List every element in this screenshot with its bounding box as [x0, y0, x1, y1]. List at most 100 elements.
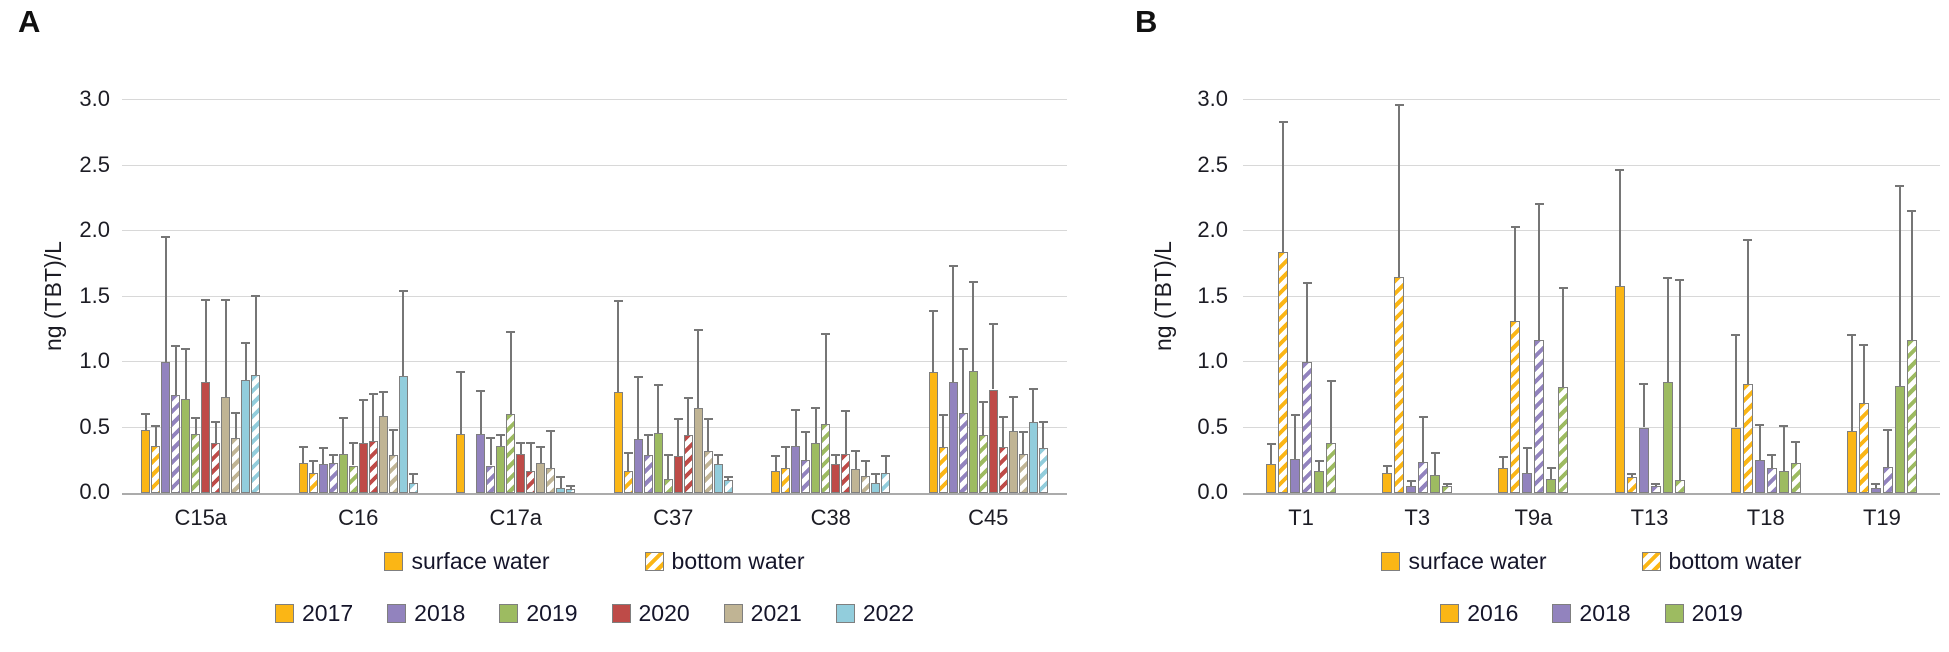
error-bar-cap [623, 452, 633, 455]
error-bar [509, 330, 512, 415]
error-bar [559, 475, 562, 488]
error-bar [1758, 423, 1761, 461]
error-bar [1538, 203, 1541, 340]
error-bar [1770, 453, 1773, 469]
error-bar [214, 420, 217, 444]
bar-2018-surface-water [791, 445, 801, 493]
bar-2022-bottom-water [566, 489, 576, 493]
legend-years: 2017 2018 2019 2020 2021 2022 [122, 600, 1067, 627]
bar-2020-bottom-water [526, 470, 536, 493]
bar-2017-bottom-water [781, 468, 791, 493]
error-bar-cap [1382, 465, 1392, 468]
bar-2020-surface-water [516, 453, 526, 493]
bar-2018-surface-water [1406, 486, 1417, 493]
error-bar-cap [1627, 473, 1637, 476]
error-bar [1318, 460, 1321, 471]
gridline [122, 426, 1067, 428]
error-bar [1886, 428, 1889, 467]
error-bar [332, 453, 335, 463]
error-bar-cap [1663, 276, 1673, 279]
bar-2019-bottom-water [1442, 486, 1453, 493]
bar-2019-surface-water [1894, 385, 1905, 493]
bar-2020-surface-water [988, 389, 998, 493]
error-bar [382, 390, 385, 416]
error-bar [392, 428, 395, 455]
year-2016-swatch [1440, 604, 1460, 623]
bar-2016-surface-water [1730, 427, 1741, 493]
error-bar-cap [851, 449, 861, 452]
error-bar [1514, 225, 1517, 322]
error-bar [844, 410, 847, 454]
error-bar-cap [861, 460, 871, 463]
bar-2019-surface-water [338, 453, 348, 493]
bar-2017-surface-water [141, 430, 151, 493]
error-bar [627, 452, 630, 471]
y-tick-label: 0.0 [79, 479, 110, 504]
y-tick-label: 0.5 [1197, 413, 1228, 439]
error-bar [1012, 396, 1015, 432]
error-bar [352, 441, 355, 466]
error-bar [1562, 287, 1565, 387]
error-bar-cap [368, 393, 378, 396]
error-bar-cap [1028, 388, 1038, 391]
bar-2019-bottom-water [1558, 386, 1569, 493]
bar-2022-bottom-water [881, 473, 891, 493]
x-tick-label: C38 [810, 505, 851, 530]
legend-item-year-2018: 2018 [1552, 600, 1631, 627]
error-bar-cap [1847, 334, 1857, 337]
error-bar [1794, 440, 1797, 463]
error-bar [1398, 103, 1401, 277]
error-bar [412, 473, 415, 483]
year-2017-swatch [274, 604, 294, 623]
legend-item-year-2019: 2019 [1664, 600, 1743, 627]
error-bar [932, 309, 935, 373]
error-bar-cap [683, 397, 693, 400]
error-bar [1270, 443, 1273, 465]
error-bar [1642, 382, 1645, 428]
bar-2018-surface-water [161, 362, 171, 493]
bar-2019-surface-water [1430, 474, 1441, 493]
legend-item-year-2016: 2016 [1440, 600, 1518, 627]
legend-year-label: 2017 [301, 600, 354, 626]
error-bar-cap [1418, 415, 1428, 418]
bar-2017-bottom-water [308, 473, 318, 493]
bar-2018-surface-water [1754, 460, 1765, 493]
error-bar-cap [968, 280, 978, 283]
error-bar-cap [1743, 238, 1753, 241]
bar-2018-surface-water [476, 434, 486, 493]
error-bar-cap [221, 299, 231, 302]
error-bar-cap [1394, 103, 1404, 106]
error-bar [1002, 415, 1005, 448]
bar-2017-surface-water [771, 470, 781, 493]
error-bar [784, 445, 787, 469]
year-2022-swatch [835, 604, 855, 623]
error-bar-cap [388, 428, 398, 431]
bar-2016-bottom-water [1510, 321, 1521, 493]
bar-2018-bottom-water [1882, 466, 1893, 493]
error-bar [154, 424, 157, 446]
error-bar-cap [1008, 396, 1018, 399]
error-bar-cap [348, 441, 358, 444]
error-bar-cap [211, 420, 221, 423]
bar-2022-surface-water [398, 376, 408, 493]
bar-2017-surface-water [456, 434, 466, 493]
error-bar-cap [1534, 203, 1544, 206]
error-bar [1874, 482, 1877, 488]
error-bar [1502, 456, 1505, 469]
error-bar-cap [1859, 343, 1869, 346]
error-bar [1734, 334, 1737, 428]
bottom-water-swatch [1641, 552, 1661, 571]
error-bar [1678, 279, 1681, 480]
error-bar-cap [1442, 482, 1452, 485]
legend-item-year-2018: 2018 [387, 600, 465, 627]
error-bar [244, 342, 247, 381]
error-bar-cap [643, 434, 653, 437]
error-bar [774, 455, 777, 471]
error-bar-cap [141, 413, 151, 416]
error-bar-cap [1651, 482, 1661, 485]
bar-2019-bottom-water [506, 414, 516, 493]
error-bar-cap [251, 295, 261, 298]
gridline [1243, 230, 1940, 231]
error-bar [224, 299, 227, 398]
error-bar [1618, 169, 1621, 286]
